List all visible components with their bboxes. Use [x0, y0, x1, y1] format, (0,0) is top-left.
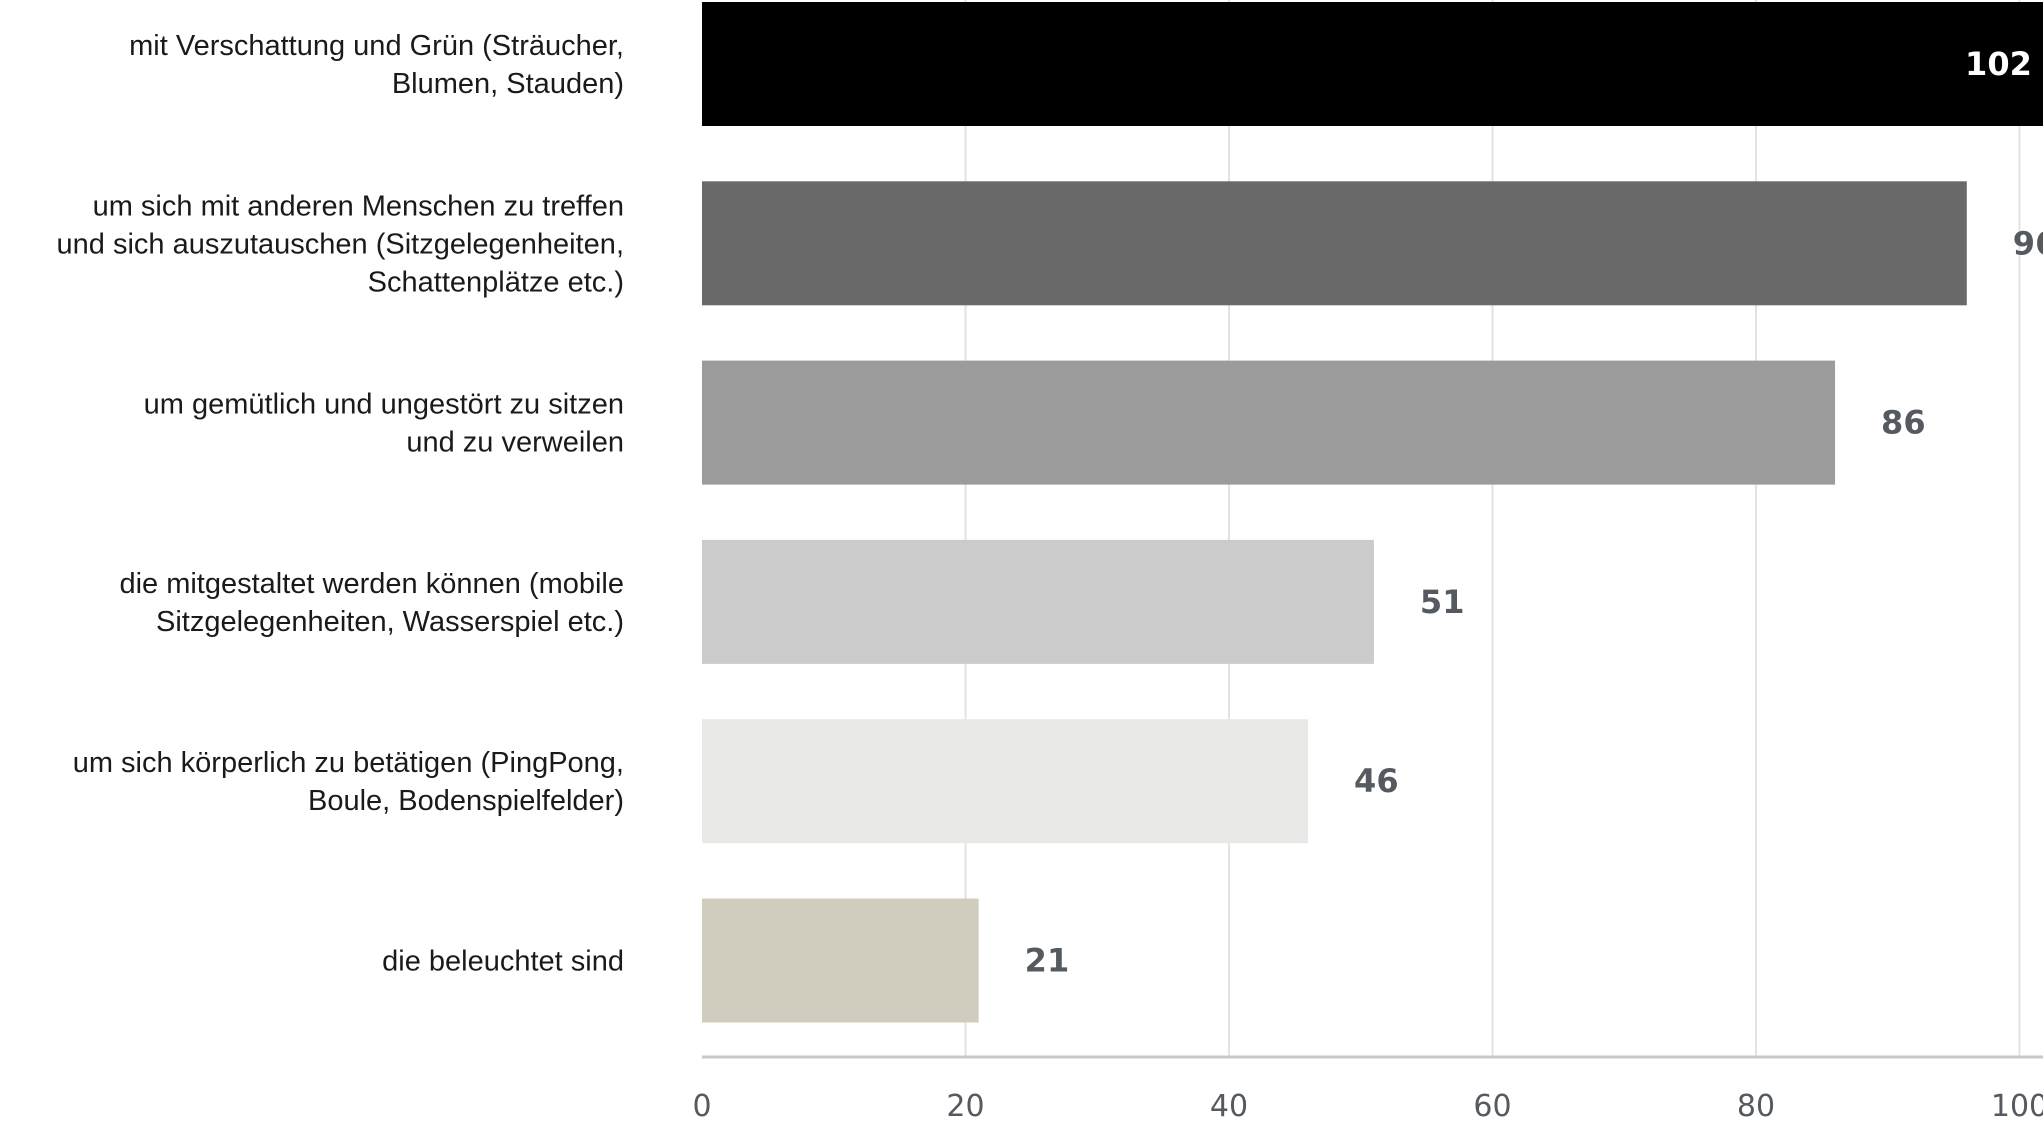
bar-6 — [702, 898, 979, 1023]
value-label-1: 102 — [1965, 45, 2032, 83]
x-tick-label-0: 0 — [692, 1089, 711, 1123]
value-label-4: 51 — [1420, 583, 1465, 621]
x-tick-label-100: 100 — [1991, 1089, 2043, 1123]
bars — [702, 2, 2043, 1023]
value-label-5: 46 — [1354, 762, 1399, 800]
bar-1 — [702, 2, 2043, 126]
category-label-2: um sich mit anderen Menschen zu treffen u… — [57, 190, 625, 298]
value-label-6: 21 — [1025, 942, 1070, 980]
category-label-6: die beleuchtet sind — [382, 946, 624, 978]
value-label-3: 86 — [1881, 404, 1926, 442]
bar-2 — [702, 181, 1967, 306]
gridlines — [964, 0, 2021, 1057]
value-label-2: 96 — [2013, 224, 2043, 262]
category-label-1: mit Verschattung und Grün (Sträucher, Blu… — [129, 30, 624, 100]
x-tick-label-60: 60 — [1473, 1089, 1511, 1123]
category-label-5: um sich körperlich zu betätigen (PingPon… — [73, 747, 624, 817]
bar-5 — [702, 719, 1309, 844]
category-label-3: um gemütlich und ungestört zu sitzen und … — [144, 389, 624, 459]
category-labels: mit Verschattung und Grün (Sträucher, Blu… — [57, 30, 625, 978]
x-tick-label-80: 80 — [1737, 1089, 1775, 1123]
value-labels: 102 96 86 51 46 21 — [1025, 45, 2043, 980]
bar-3 — [702, 360, 1836, 485]
x-tick-label-20: 20 — [946, 1089, 984, 1123]
x-axis-tick-labels: 0 20 40 60 80 100 — [692, 1089, 2043, 1123]
bar-4 — [702, 539, 1374, 664]
x-tick-label-40: 40 — [1210, 1089, 1248, 1123]
category-label-4: die mitgestaltet werden können (mobile Si… — [119, 568, 624, 638]
